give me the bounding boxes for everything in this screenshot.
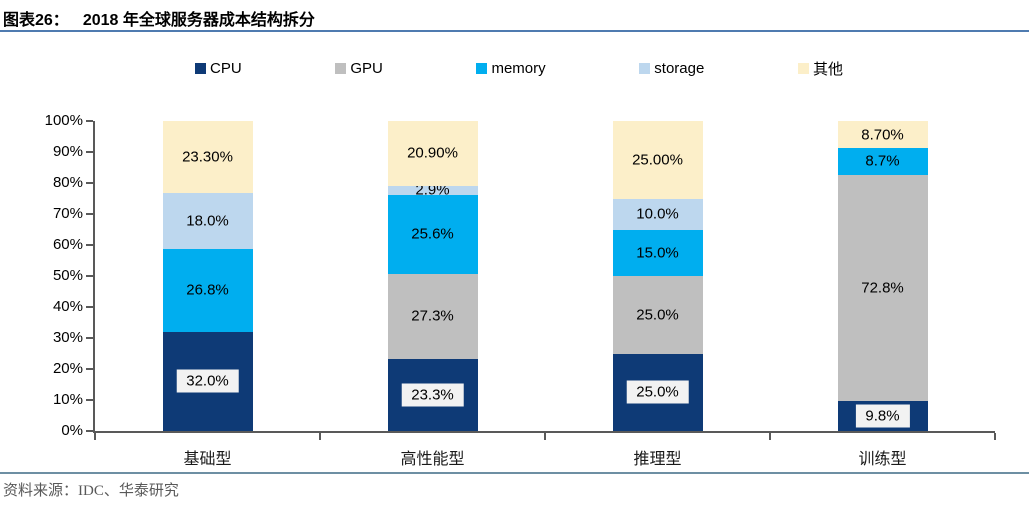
- legend-item-memory: memory: [476, 60, 546, 77]
- legend-swatch-cpu: [195, 63, 206, 74]
- y-axis-tick: [86, 120, 93, 122]
- legend-swatch-other: [797, 63, 809, 74]
- stacked-bar: 32.0% 26.8% 18.0% 23.30%: [162, 120, 253, 431]
- y-axis-label: 40%: [52, 298, 83, 315]
- segment-label: 9.8%: [855, 404, 910, 428]
- legend-swatch-memory: [476, 63, 488, 74]
- legend-label: memory: [491, 60, 546, 77]
- bar-column: 9.8% 72.8% 8.7% 8.70%: [770, 121, 995, 431]
- legend-label: 其他: [812, 61, 843, 78]
- segment-memory: 8.7%: [837, 147, 928, 175]
- legend-swatch-storage: [639, 63, 651, 74]
- segment-label: 2.9%: [415, 181, 450, 199]
- y-axis-label: 100%: [44, 112, 83, 129]
- y-axis-tick: [86, 151, 93, 153]
- segment-label: 10.0%: [636, 205, 679, 223]
- x-axis-tick: [319, 433, 321, 440]
- y-axis-label: 30%: [52, 329, 83, 346]
- y-axis-tick: [86, 399, 93, 401]
- segment-label: 27.3%: [411, 307, 454, 325]
- plot-area: 0% 10% 20% 30% 40% 50% 60% 70% 80% 90% 100% 32.0% 26…: [45, 112, 996, 468]
- segment-label: 8.70%: [861, 126, 904, 143]
- source-note: 资料来源：IDC、华泰研究: [3, 483, 179, 499]
- segment-other: 25.00%: [612, 121, 703, 199]
- segment-cpu: 23.3%: [387, 358, 478, 431]
- segment-label: 72.8%: [861, 279, 904, 297]
- legend-label: GPU: [350, 60, 383, 77]
- segment-other: 23.30%: [162, 120, 253, 193]
- legend-item-storage: storage: [639, 60, 704, 77]
- chart-legend: CPU GPU memory storage 其他: [195, 58, 843, 79]
- y-axis-label: 60%: [52, 236, 83, 253]
- x-axis-tick: [994, 433, 996, 440]
- segment-storage: 10.0%: [612, 198, 703, 230]
- figure-label: 图表26：: [3, 12, 69, 29]
- bar-column: 32.0% 26.8% 18.0% 23.30%: [95, 120, 320, 431]
- segment-label: 26.8%: [186, 281, 229, 299]
- segment-cpu: 32.0%: [162, 331, 253, 431]
- stacked-bar: 23.3% 27.3% 25.6% 2.9% 20.90%: [387, 121, 478, 431]
- y-axis-label: 0%: [61, 422, 83, 439]
- y-axis-tick: [86, 306, 93, 308]
- segment-label: 23.30%: [182, 148, 233, 166]
- segment-memory: 26.8%: [162, 248, 253, 332]
- segment-storage: 2.9%: [387, 182, 478, 199]
- legend-label: storage: [654, 60, 705, 77]
- y-axis-label: 10%: [52, 391, 83, 408]
- y-axis-tick: [86, 430, 93, 432]
- footer-divider: [0, 472, 1029, 474]
- segment-other: 8.70%: [837, 121, 928, 148]
- figure-title: 2018 年全球服务器成本结构拆分: [82, 12, 315, 29]
- segment-cpu: 25.0%: [612, 353, 703, 431]
- segment-gpu: 72.8%: [837, 174, 928, 401]
- segment-label: 20.90%: [407, 144, 458, 162]
- legend-item-other: 其他: [797, 58, 843, 79]
- segment-cpu: 9.8%: [837, 400, 928, 431]
- segment-label: 8.7%: [865, 152, 900, 170]
- y-axis-tick: [86, 275, 93, 277]
- bar-column: 23.3% 27.3% 25.6% 2.9% 20.90%: [320, 121, 545, 431]
- x-axis-tick: [544, 433, 546, 440]
- segment-label: 18.0%: [186, 212, 229, 230]
- legend-label: CPU: [210, 60, 242, 77]
- segment-other: 20.90%: [387, 121, 478, 186]
- y-axis-label: 80%: [52, 174, 83, 191]
- y-axis-label: 90%: [52, 143, 83, 160]
- bar-column: 25.0% 25.0% 15.0% 10.0% 25.00%: [545, 121, 770, 431]
- y-axis-tick: [86, 213, 93, 215]
- segment-label: 15.0%: [636, 244, 679, 262]
- segment-gpu: 27.3%: [387, 274, 478, 359]
- segment-gpu: 25.0%: [612, 276, 703, 354]
- y-axis-label: 50%: [52, 267, 83, 284]
- y-axis-label: 70%: [52, 205, 83, 222]
- segment-label: 25.6%: [411, 225, 454, 243]
- x-axis-tick: [769, 433, 771, 440]
- legend-swatch-gpu: [335, 63, 347, 74]
- legend-item-cpu: CPU: [195, 60, 242, 77]
- category-label: 推理型: [633, 451, 682, 468]
- segment-label: 32.0%: [176, 369, 239, 393]
- legend-item-gpu: GPU: [335, 60, 383, 77]
- segment-label: 25.00%: [632, 151, 683, 169]
- y-axis-tick: [86, 368, 93, 370]
- segment-label: 25.0%: [636, 306, 679, 324]
- title-divider: [0, 30, 1029, 32]
- figure-header: 图表26： 2018 年全球服务器成本结构拆分: [3, 6, 315, 30]
- segment-label: 23.3%: [401, 383, 464, 407]
- segment-storage: 18.0%: [162, 192, 253, 249]
- segment-memory: 15.0%: [612, 229, 703, 276]
- y-axis-tick: [86, 182, 93, 184]
- y-axis-label: 20%: [52, 360, 83, 377]
- stacked-bar: 25.0% 25.0% 15.0% 10.0% 25.00%: [612, 121, 703, 431]
- category-label: 训练型: [858, 451, 907, 468]
- stacked-bar: 9.8% 72.8% 8.7% 8.70%: [837, 121, 928, 431]
- segment-memory: 25.6%: [387, 194, 478, 275]
- y-axis-tick: [86, 244, 93, 246]
- category-label: 基础型: [183, 451, 232, 468]
- x-axis-tick: [94, 433, 96, 440]
- category-label: 高性能型: [400, 451, 465, 468]
- y-axis-tick: [86, 337, 93, 339]
- segment-label: 25.0%: [626, 380, 689, 404]
